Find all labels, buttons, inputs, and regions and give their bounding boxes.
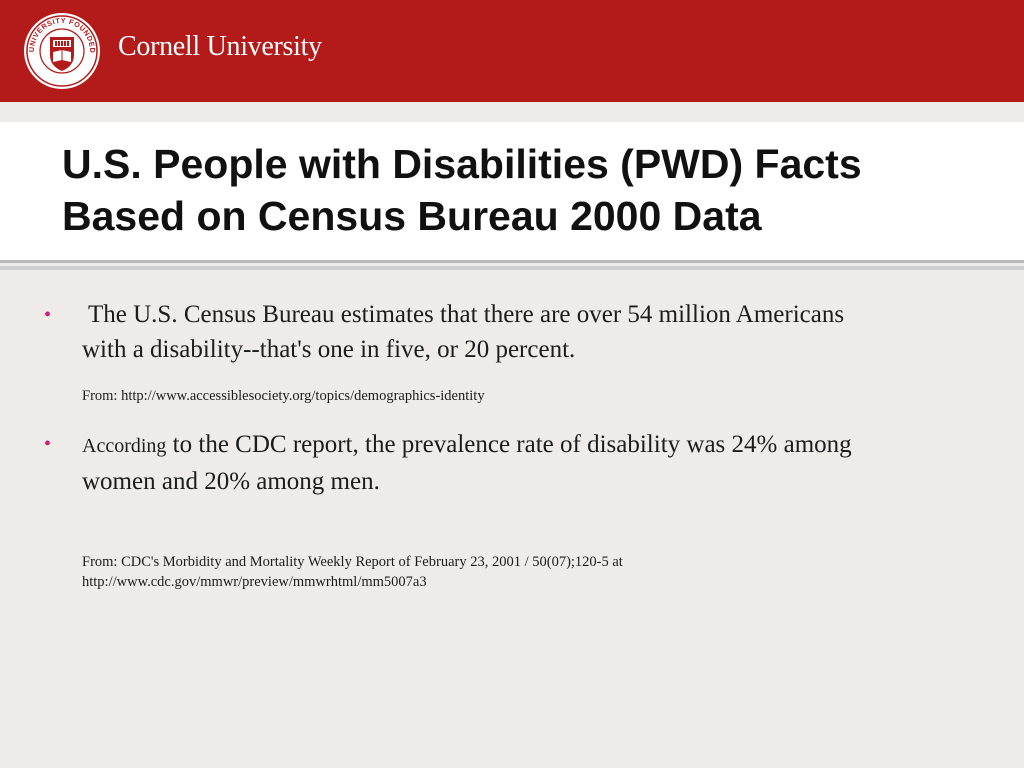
source-line2: http://www.cdc.gov/mmwr/preview/mmwrhtml… [82,574,427,590]
source-citation: From: http://www.accessiblesociety.org/t… [82,386,982,406]
divider-rule [0,260,1024,263]
slide-title-line2: Based on Census Bureau 2000 Data [62,193,762,239]
source-line1: From: http://www.accessiblesociety.org/t… [82,388,485,404]
slide-title: U.S. People with Disabilities (PWD) Fact… [62,138,1002,242]
bullet-lead-word: According [82,435,167,457]
title-band [0,122,1024,260]
source-citation: From: CDC's Morbidity and Mortality Week… [82,552,982,592]
bullet-text-line2: women and 20% among men. [82,468,380,495]
slide-title-line1: U.S. People with Disabilities (PWD) Fact… [62,141,862,187]
bullet-marker: • [44,433,52,455]
bullet-item: The U.S. Census Bureau estimates that th… [82,297,982,367]
bullet-marker: • [44,304,52,326]
bullet-text-line1: The U.S. Census Bureau estimates that th… [88,301,845,328]
bullet-text-line2: with a disability--that's one in five, o… [82,336,576,363]
header-bar: CORNELL UNIVERSITY FOUNDED A.D. 1865 Cor… [0,0,1024,102]
bullet-item: According to the CDC report, the prevale… [82,427,982,499]
source-line1: From: CDC's Morbidity and Mortality Week… [82,554,623,570]
divider-rule-shadow [0,266,1024,270]
cornell-seal-icon: CORNELL UNIVERSITY FOUNDED A.D. 1865 [22,11,100,89]
bullet-text-line1: to the CDC report, the prevalence rate o… [166,431,852,458]
brand-name: Cornell University [118,31,322,62]
